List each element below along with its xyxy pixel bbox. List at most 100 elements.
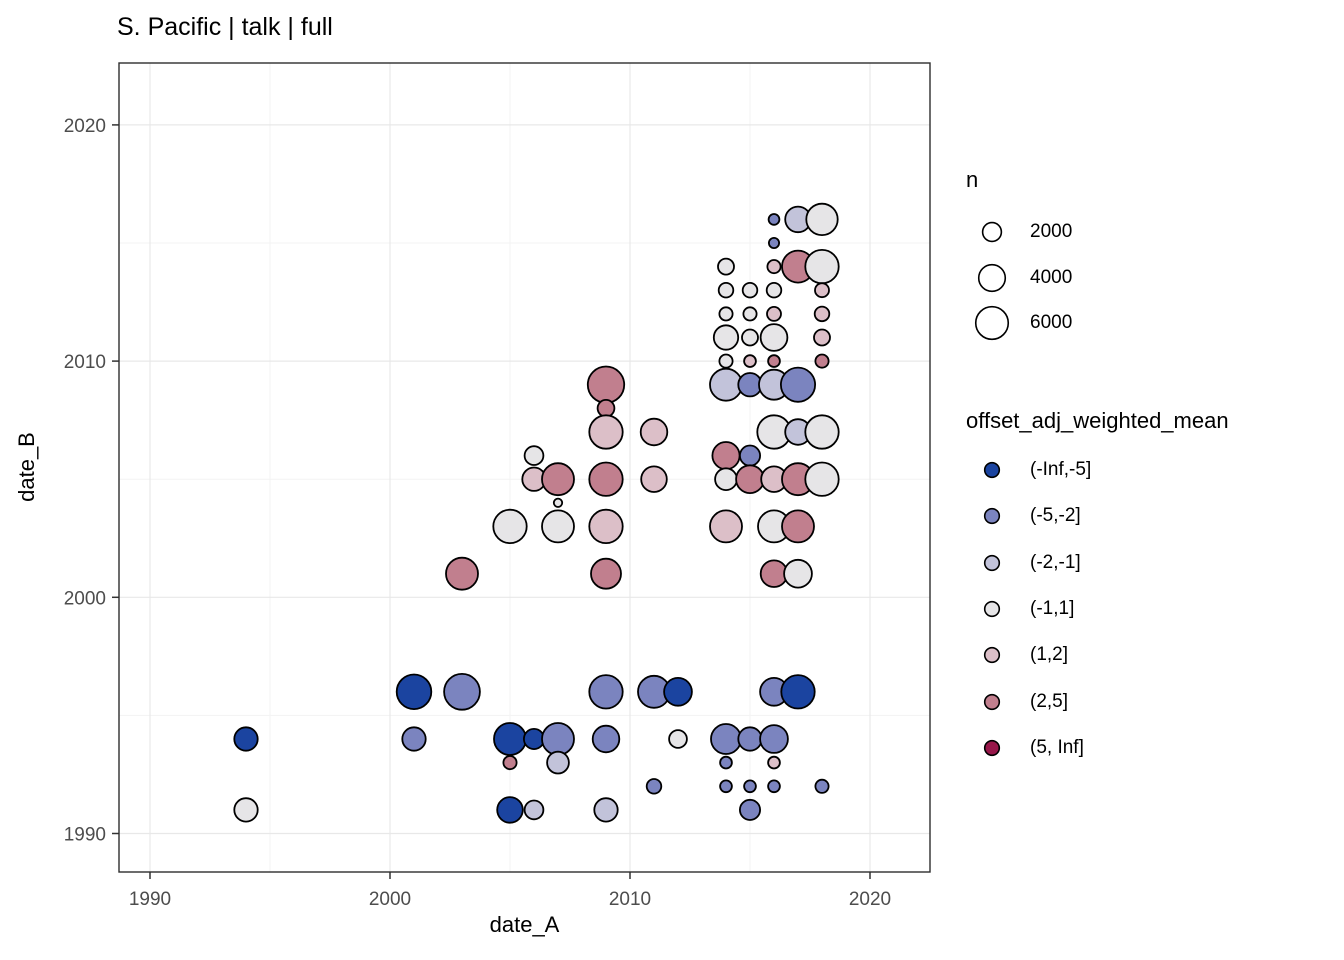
size-legend-item-key-icon (977, 263, 1007, 292)
data-point (780, 674, 816, 710)
color-legend-item-key-icon (983, 739, 1001, 757)
size-legend-item-label: 6000 (1030, 312, 1073, 333)
color-legend-title: offset_adj_weighted_mean (966, 408, 1229, 433)
data-point (493, 722, 527, 756)
size-legend-item-key-icon (981, 221, 1003, 243)
data-point (395, 673, 433, 710)
data-point (765, 282, 783, 299)
color-legend-item-key-icon (983, 600, 1001, 618)
y-tick-label: 2020 (64, 116, 106, 137)
data-point (813, 305, 831, 323)
data-point (742, 306, 758, 322)
y-axis-title: date_B (14, 432, 39, 502)
data-point (588, 414, 624, 450)
size-legend-item-label: 2000 (1030, 221, 1073, 242)
data-point (719, 755, 733, 770)
color-legend-item-label: (-5,-2] (1030, 505, 1081, 527)
data-point (741, 328, 759, 347)
size-legend-title: n (966, 167, 979, 192)
data-point (523, 445, 545, 466)
color-legend-item-label: (2,5] (1030, 690, 1069, 712)
data-point (588, 461, 624, 497)
plot-title: S. Pacific | talk | full (117, 13, 333, 41)
color-legend-item-label: (-2,-1] (1030, 551, 1081, 573)
color-legend-item-label: (-1,1] (1030, 597, 1075, 619)
data-point (783, 558, 813, 589)
x-tick-label: 1990 (129, 889, 171, 910)
data-point (759, 323, 789, 352)
y-tick-label: 1990 (64, 825, 106, 846)
panel-border (118, 62, 931, 873)
data-point (804, 414, 840, 450)
x-axis-title: date_A (489, 912, 560, 937)
data-point (804, 249, 840, 285)
data-point (767, 779, 781, 794)
data-point (714, 467, 738, 492)
data-point (496, 796, 524, 824)
color-legend-item: (-1,1] (970, 586, 1074, 632)
color-legend-item: (1,2] (970, 632, 1068, 678)
data-point (814, 282, 830, 299)
data-point (492, 508, 528, 545)
data-point (445, 556, 479, 591)
data-point (711, 441, 741, 471)
data-point (596, 398, 616, 418)
data-point (639, 417, 669, 447)
data-point (780, 366, 817, 403)
data-point (766, 259, 782, 275)
data-point (541, 509, 575, 544)
data-point (717, 282, 735, 299)
data-point (735, 464, 765, 495)
data-point (814, 778, 830, 794)
data-point (712, 324, 740, 351)
size-legend-item-label: 4000 (1030, 266, 1073, 288)
data-point (718, 306, 734, 322)
color-legend-item: (-Inf,-5] (970, 447, 1091, 493)
data-point (233, 726, 259, 752)
data-point (546, 750, 570, 775)
data-point (588, 508, 624, 545)
data-point (718, 353, 734, 369)
data-point (717, 257, 735, 276)
data-point (737, 726, 763, 752)
data-point (741, 282, 759, 299)
data-point (759, 724, 789, 754)
data-point (804, 461, 840, 497)
color-legend-item-key-icon (983, 461, 1001, 479)
data-point (668, 729, 688, 749)
data-point (233, 797, 259, 823)
data-point (541, 722, 575, 756)
color-legend-item: (-5,-2] (970, 493, 1081, 539)
data-point (552, 497, 564, 508)
color-legend-item-key-icon (983, 508, 1001, 525)
data-point (767, 755, 781, 770)
color-legend-item-label: (5, Inf] (1030, 736, 1084, 758)
data-point (591, 724, 621, 754)
data-point (709, 509, 743, 544)
data-point (443, 672, 481, 711)
data-point (739, 798, 762, 821)
data-point (767, 213, 781, 226)
data-point (768, 236, 781, 249)
data-point (645, 778, 663, 795)
color-legend-item: (-2,-1] (970, 540, 1081, 586)
data-point (588, 674, 624, 710)
data-point (767, 354, 781, 368)
color-legend-item-label: (1,2] (1030, 644, 1069, 666)
color-legend-item-key-icon (983, 647, 1001, 664)
data-point (766, 305, 782, 322)
data-point (593, 797, 619, 823)
y-tick-label: 2000 (64, 588, 106, 609)
data-point (502, 755, 518, 771)
color-legend-item: (2,5] (970, 679, 1068, 725)
data-point (805, 202, 839, 236)
data-point (523, 799, 545, 821)
color-legend-item-label: (-Inf,-5] (1030, 459, 1092, 480)
x-tick-label: 2020 (849, 889, 891, 910)
data-point (814, 353, 830, 369)
data-point (710, 723, 742, 755)
data-point (590, 557, 622, 590)
size-legend-item: 2000 (970, 209, 1072, 255)
